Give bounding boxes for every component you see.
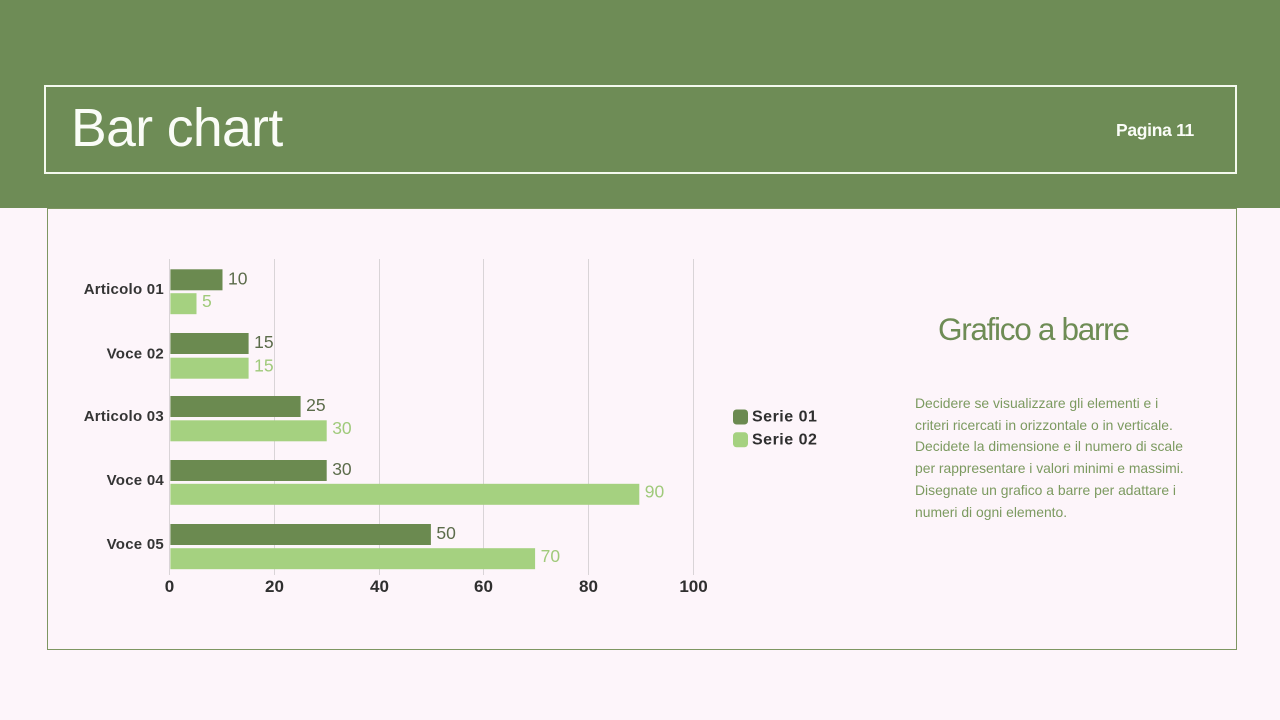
- svg-text:40: 40: [370, 577, 389, 596]
- svg-text:70: 70: [541, 546, 561, 566]
- svg-text:100: 100: [679, 577, 707, 596]
- svg-text:15: 15: [254, 332, 273, 352]
- svg-text:80: 80: [579, 577, 598, 596]
- svg-text:10: 10: [228, 268, 248, 288]
- svg-text:0: 0: [165, 577, 174, 596]
- svg-text:20: 20: [265, 577, 284, 596]
- svg-text:Articolo 03: Articolo 03: [84, 408, 164, 425]
- svg-text:Voce 05: Voce 05: [107, 536, 164, 553]
- svg-text:Serie 01: Serie 01: [752, 408, 817, 425]
- svg-text:60: 60: [474, 577, 493, 596]
- svg-text:Serie 02: Serie 02: [752, 431, 817, 448]
- svg-text:15: 15: [254, 355, 273, 375]
- svg-text:30: 30: [332, 418, 352, 438]
- svg-text:30: 30: [332, 459, 352, 479]
- svg-text:Voce 02: Voce 02: [107, 345, 164, 362]
- svg-text:Articolo 01: Articolo 01: [84, 281, 164, 298]
- svg-text:25: 25: [306, 395, 325, 415]
- svg-text:50: 50: [436, 523, 456, 543]
- svg-text:Voce 04: Voce 04: [107, 472, 165, 489]
- svg-text:90: 90: [645, 481, 665, 501]
- svg-text:5: 5: [202, 291, 212, 311]
